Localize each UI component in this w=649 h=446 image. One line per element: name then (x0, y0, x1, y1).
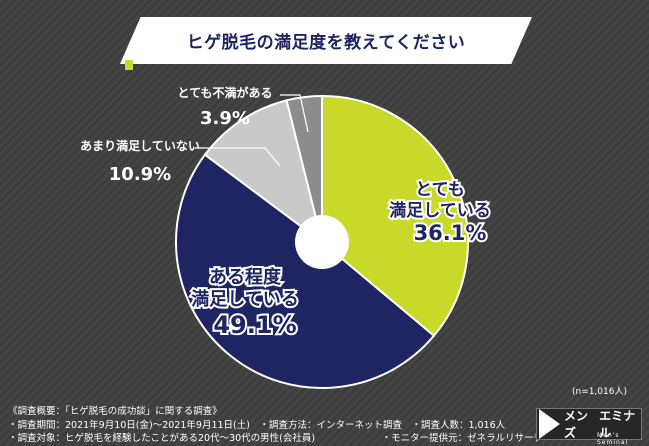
pie-slice (321, 94, 469, 338)
title-banner: ヒゲ脱毛の満足度を教えてください (120, 17, 532, 64)
slice-value-label: 3.9% (200, 108, 250, 129)
slice-label: あまり満足していない (80, 138, 200, 153)
slice-label: とても不満がある (177, 85, 272, 100)
pie-slice (175, 153, 436, 389)
title-accent-bar (125, 60, 133, 70)
chart-title: ヒゲ脱毛の満足度を教えてください (186, 33, 466, 53)
survey-outline-heading: 《調査概要：「ヒゲ脱毛の成功談」に関する調査》 (8, 406, 222, 417)
slice-label: 満足している (389, 200, 491, 221)
slice-label: 満足している (191, 288, 298, 310)
logo-triangle-icon (539, 409, 560, 439)
slice-label: とても (415, 180, 465, 200)
pie-slice (285, 94, 323, 243)
leader-line (195, 147, 281, 167)
logo-badge: メンズ (563, 409, 588, 440)
leader-line (280, 94, 309, 133)
pie-center-hole (295, 215, 349, 269)
slice-value-label: 10.9% (109, 164, 171, 185)
slice-label: ある程度 (209, 266, 282, 288)
logo-name: エミナル (599, 409, 636, 440)
pie-slice (203, 99, 324, 245)
slice-value-label: 49.1% (213, 311, 296, 339)
slice-value-label: 36.1% (414, 221, 487, 245)
survey-details-line2: ・調査対象：ヒゲ脱毛を経験したことがある20代〜30代の男性(会社員) ・モニタ… (8, 433, 544, 444)
logo-subtitle: Men's Seminal (597, 432, 629, 446)
survey-details-line1: ・調査期間：2021年9月10日(金)〜2021年9月11日(土) ・調査方法：… (8, 420, 506, 431)
brand-logo: メンズ エミナル Men's Seminal (536, 408, 642, 446)
sample-size-note: (n=1,016人) (571, 387, 627, 397)
